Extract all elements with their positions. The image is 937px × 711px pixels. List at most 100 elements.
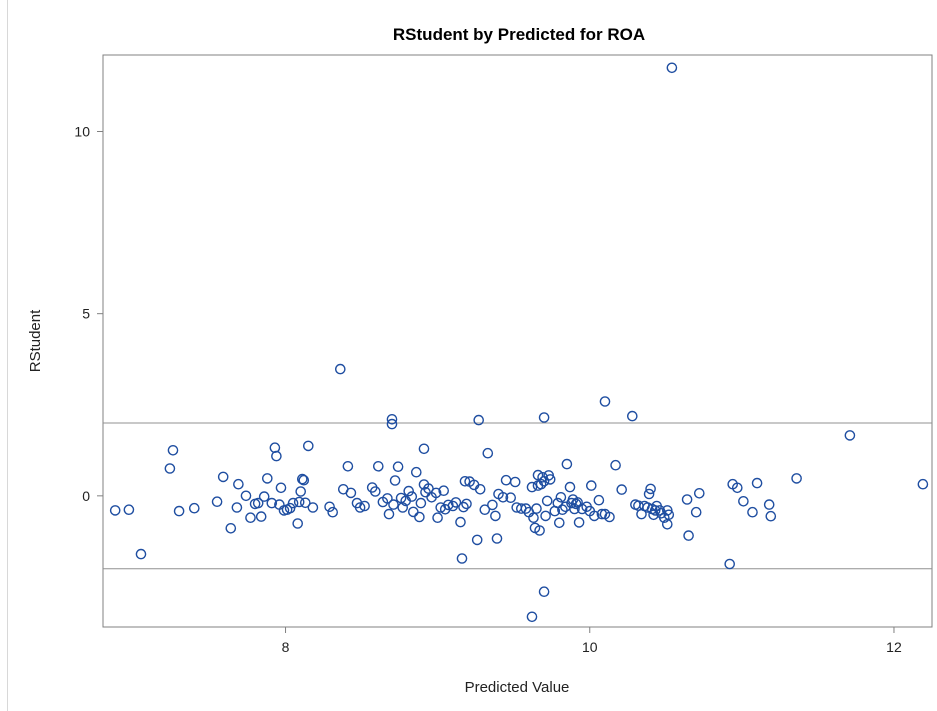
data-point: [414, 511, 425, 523]
data-point: [732, 482, 743, 494]
data-point: [844, 430, 856, 441]
data-point: [211, 496, 223, 508]
data-point: [763, 499, 775, 510]
data-point: [287, 497, 299, 509]
x-tick-label: 10: [582, 639, 598, 655]
data-point: [327, 506, 339, 518]
data-point: [418, 443, 430, 455]
data-point: [383, 508, 395, 520]
data-points: [109, 62, 929, 623]
data-point: [298, 474, 310, 486]
data-point: [345, 487, 357, 499]
data-point: [681, 494, 693, 505]
data-point: [135, 548, 147, 560]
data-point: [604, 511, 615, 523]
data-point: [450, 497, 462, 508]
data-point: [473, 414, 485, 426]
data-point: [599, 396, 611, 407]
window-left-border: [7, 0, 8, 711]
data-point: [430, 487, 442, 499]
data-point: [765, 510, 777, 522]
data-point: [555, 491, 567, 503]
data-point: [649, 505, 661, 516]
plot-area: [102, 54, 933, 628]
data-point: [751, 477, 763, 489]
x-axis-label: Predicted Value: [465, 679, 570, 696]
data-point: [538, 412, 550, 423]
data-point: [573, 517, 585, 528]
data-point: [293, 496, 305, 508]
y-axis-ticks: 0 5 10: [74, 124, 103, 504]
data-point: [324, 501, 335, 513]
data-point: [296, 473, 308, 485]
data-point: [455, 516, 466, 528]
data-point: [666, 62, 678, 74]
data-point: [271, 450, 282, 462]
data-point: [188, 502, 200, 514]
data-point: [403, 485, 415, 497]
data-point: [554, 517, 565, 529]
data-point: [359, 500, 370, 512]
data-point: [526, 481, 538, 493]
data-point: [627, 410, 638, 422]
y-tick-label: 10: [74, 124, 90, 140]
data-point: [334, 363, 346, 375]
data-point: [564, 481, 576, 493]
data-point: [415, 497, 427, 509]
data-point: [406, 491, 418, 502]
y-axis-label: RStudent: [27, 309, 44, 372]
data-point: [458, 501, 469, 513]
data-point: [258, 491, 270, 502]
data-point: [526, 611, 538, 623]
data-point: [261, 473, 273, 484]
data-point: [724, 558, 736, 570]
data-point: [292, 518, 304, 529]
data-point: [663, 509, 675, 521]
data-point: [509, 476, 521, 488]
data-point: [438, 485, 450, 497]
data-point: [342, 460, 354, 472]
data-point: [245, 512, 256, 524]
data-point: [302, 440, 314, 452]
data-point: [255, 511, 267, 522]
data-point: [397, 502, 409, 513]
data-point: [616, 484, 628, 495]
data-point: [528, 512, 539, 524]
data-point: [382, 493, 393, 504]
data-point: [593, 494, 605, 506]
data-point: [589, 510, 600, 522]
data-point: [482, 447, 494, 459]
data-point: [407, 506, 419, 518]
data-point: [538, 586, 550, 598]
data-point: [388, 499, 399, 510]
data-point: [645, 483, 656, 495]
data-point: [569, 503, 580, 515]
data-point: [231, 502, 243, 513]
data-point: [662, 505, 673, 516]
data-point: [471, 534, 483, 546]
data-point: [284, 502, 296, 514]
data-point: [690, 506, 702, 518]
data-point: [386, 418, 398, 430]
data-point: [447, 500, 459, 512]
data-point: [540, 510, 551, 522]
data-point: [389, 475, 401, 486]
data-point: [694, 487, 705, 499]
data-point: [535, 478, 547, 490]
data-point: [307, 502, 319, 513]
data-point: [225, 523, 237, 534]
data-point: [167, 444, 179, 456]
data-point: [520, 503, 532, 514]
data-point: [561, 458, 573, 470]
data-point: [164, 463, 176, 474]
data-point: [531, 503, 542, 514]
data-point: [372, 460, 384, 472]
data-point: [109, 505, 121, 516]
data-point: [123, 504, 135, 516]
data-point: [487, 499, 498, 511]
chart-title: RStudent by Predicted for ROA: [393, 25, 645, 44]
data-point: [432, 512, 443, 524]
x-tick-label: 8: [282, 639, 290, 655]
data-point: [459, 475, 471, 487]
